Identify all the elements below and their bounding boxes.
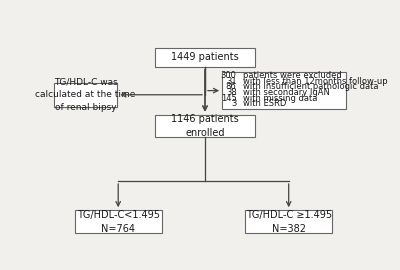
- Text: with ESRD: with ESRD: [243, 99, 286, 108]
- FancyBboxPatch shape: [222, 72, 346, 109]
- Text: 1449 patients: 1449 patients: [171, 52, 239, 62]
- Text: with insufficient pathologic data: with insufficient pathologic data: [243, 82, 379, 92]
- Text: 300: 300: [221, 71, 237, 80]
- Text: 38: 38: [226, 88, 237, 97]
- Text: TG/HDL-C<1.495
N=764: TG/HDL-C<1.495 N=764: [77, 210, 160, 234]
- Text: 3: 3: [231, 99, 237, 108]
- FancyBboxPatch shape: [75, 210, 162, 233]
- Text: TG/HDL-C ≥1.495
N=382: TG/HDL-C ≥1.495 N=382: [246, 210, 332, 234]
- Text: with less than 12months follow-up: with less than 12months follow-up: [243, 77, 388, 86]
- Text: TG/HDL-C was
calculated at the time
of renal bipsy: TG/HDL-C was calculated at the time of r…: [36, 78, 136, 112]
- FancyBboxPatch shape: [54, 83, 118, 107]
- Text: 86: 86: [226, 82, 237, 92]
- FancyBboxPatch shape: [245, 210, 332, 233]
- Text: with secondary IgAN: with secondary IgAN: [243, 88, 330, 97]
- Text: 1146 patients
enrolled: 1146 patients enrolled: [171, 114, 239, 138]
- Text: with missing data: with missing data: [243, 94, 318, 103]
- FancyBboxPatch shape: [155, 114, 254, 137]
- Text: 31: 31: [226, 77, 237, 86]
- Text: 145: 145: [221, 94, 237, 103]
- Text: patients were excluded: patients were excluded: [243, 71, 342, 80]
- FancyBboxPatch shape: [155, 48, 254, 67]
